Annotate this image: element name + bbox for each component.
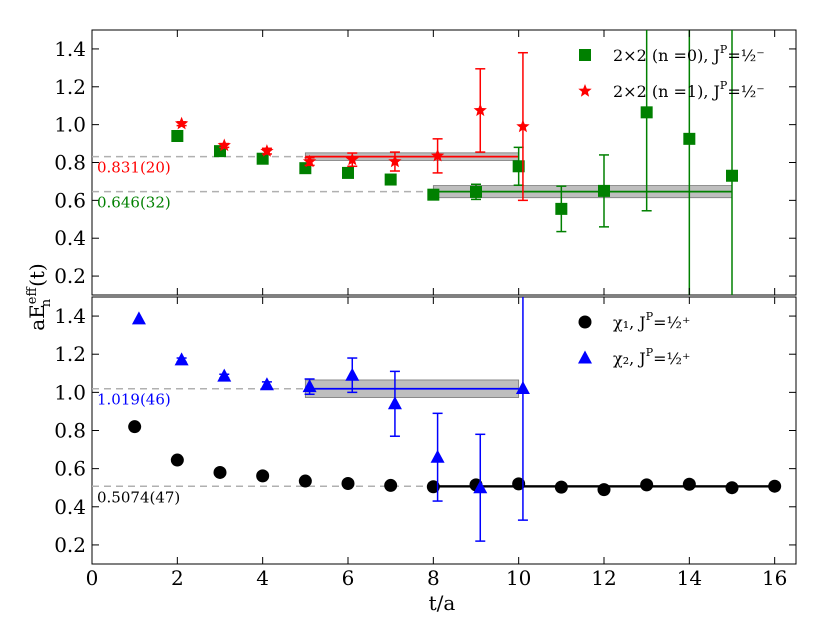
y-tick-label: 0.4: [54, 226, 86, 250]
data-point-circle: [298, 474, 312, 488]
bottom-panel: [92, 297, 782, 542]
y-tick-label: 0.8: [54, 151, 86, 175]
data-point-star: [217, 138, 231, 152]
axes-layer: [91, 30, 796, 564]
y-tick-label: 1.4: [54, 37, 86, 61]
data-point-star: [578, 84, 592, 97]
y-axis-label-text: aEeffn(t): [25, 263, 54, 331]
data-point-star: [302, 154, 317, 168]
data-point-circle: [597, 483, 611, 497]
data-point-square: [171, 130, 184, 142]
legend-entry: χ₁, JP=½⁺: [613, 310, 690, 332]
data-point-star: [473, 103, 487, 117]
data-point-circle: [640, 478, 654, 492]
fit-value-label: 0.5074(47): [97, 488, 180, 506]
x-axis-label: t/a: [429, 591, 456, 615]
y-tick-label: 1.2: [54, 342, 86, 366]
y-tick-label: 0.2: [54, 264, 86, 288]
fit-value-label: 0.646(32): [97, 194, 171, 212]
y-axis-label: aEeffn(t): [25, 263, 54, 331]
x-tick-label: 10: [506, 566, 531, 590]
data-point-triangle: [345, 367, 360, 381]
data-point-circle: [128, 420, 142, 434]
data-point-square: [683, 132, 696, 145]
x-tick-label: 0: [86, 566, 99, 590]
legend-entry: 2×2 (n =0), JP=½⁻: [613, 43, 765, 65]
data-point-square: [384, 173, 397, 186]
data-point-square: [342, 166, 354, 179]
data-point-star: [430, 148, 445, 162]
x-tick-label: 4: [256, 566, 269, 590]
data-point-triangle: [578, 350, 592, 364]
data-point-triangle: [302, 379, 317, 393]
y-tick-label: 1.4: [54, 304, 86, 328]
data-point-circle: [554, 480, 568, 494]
data-point-square: [555, 202, 568, 215]
data-point-triangle: [259, 377, 274, 391]
legend-entry: χ₂, JP=½⁺: [613, 346, 690, 368]
data-point-star: [388, 154, 402, 168]
data-point-circle: [256, 469, 270, 483]
data-point-circle: [725, 481, 739, 495]
data-point-triangle: [131, 311, 146, 325]
data-point-star: [174, 116, 189, 130]
data-point-circle: [426, 480, 440, 494]
data-point-circle: [578, 315, 592, 329]
data-point-star: [345, 152, 359, 166]
y-tick-label: 0.8: [54, 419, 86, 443]
x-tick-label: 16: [762, 566, 787, 590]
y-tick-label: 0.2: [54, 533, 86, 557]
data-point-triangle: [174, 352, 189, 366]
y-tick-label: 1.0: [54, 380, 86, 404]
data-point-triangle: [387, 396, 402, 410]
labels-layer: 0 2 4 6 8 10 12 14 16 0.2 0.4 0.6 0.8 1.0 1.2 1.4 0.646(…: [54, 37, 787, 590]
data-point-square: [427, 188, 440, 201]
x-tick-label: 6: [342, 566, 355, 590]
data-point-square: [640, 106, 653, 119]
top-panel: [92, 30, 738, 295]
data-point-circle: [682, 477, 696, 491]
top-panel-frame: [91, 29, 797, 296]
data-point-circle: [213, 465, 227, 479]
legend-entry: 2×2 (n =1), JP=½⁻: [613, 79, 765, 101]
data-point-triangle: [430, 449, 445, 463]
data-point-star: [516, 119, 530, 133]
data-point-circle: [341, 477, 355, 491]
y-tick-label: 0.6: [54, 188, 86, 212]
data-point-square: [512, 160, 525, 173]
data-point-square: [256, 152, 269, 165]
data-point-star: [260, 144, 274, 157]
data-point-square: [470, 185, 482, 198]
data-point-circle: [768, 479, 782, 493]
data-point-triangle: [217, 368, 232, 382]
fit-value-label: 1.019(46): [97, 391, 171, 409]
data-point-triangle: [473, 480, 488, 494]
x-tick-label: 8: [427, 566, 440, 590]
y-tick-label: 1.0: [54, 113, 86, 137]
y-tick-label: 0.6: [54, 457, 86, 481]
data-point-square: [726, 169, 738, 182]
x-tick-label: 14: [677, 566, 702, 590]
data-point-triangle: [515, 381, 530, 395]
y-tick-label: 0.4: [54, 495, 86, 519]
x-tick-label: 2: [171, 566, 184, 590]
y-tick-label: 1.2: [54, 75, 86, 99]
fit-value-label: 0.831(20): [97, 159, 171, 177]
data-point-square: [598, 184, 610, 197]
data-point-circle: [384, 478, 398, 492]
bottom-panel-frame: [91, 296, 797, 565]
x-tick-label: 12: [591, 566, 616, 590]
data-point-circle: [170, 453, 184, 467]
data-point-circle: [512, 477, 526, 491]
data-point-square: [579, 49, 591, 61]
